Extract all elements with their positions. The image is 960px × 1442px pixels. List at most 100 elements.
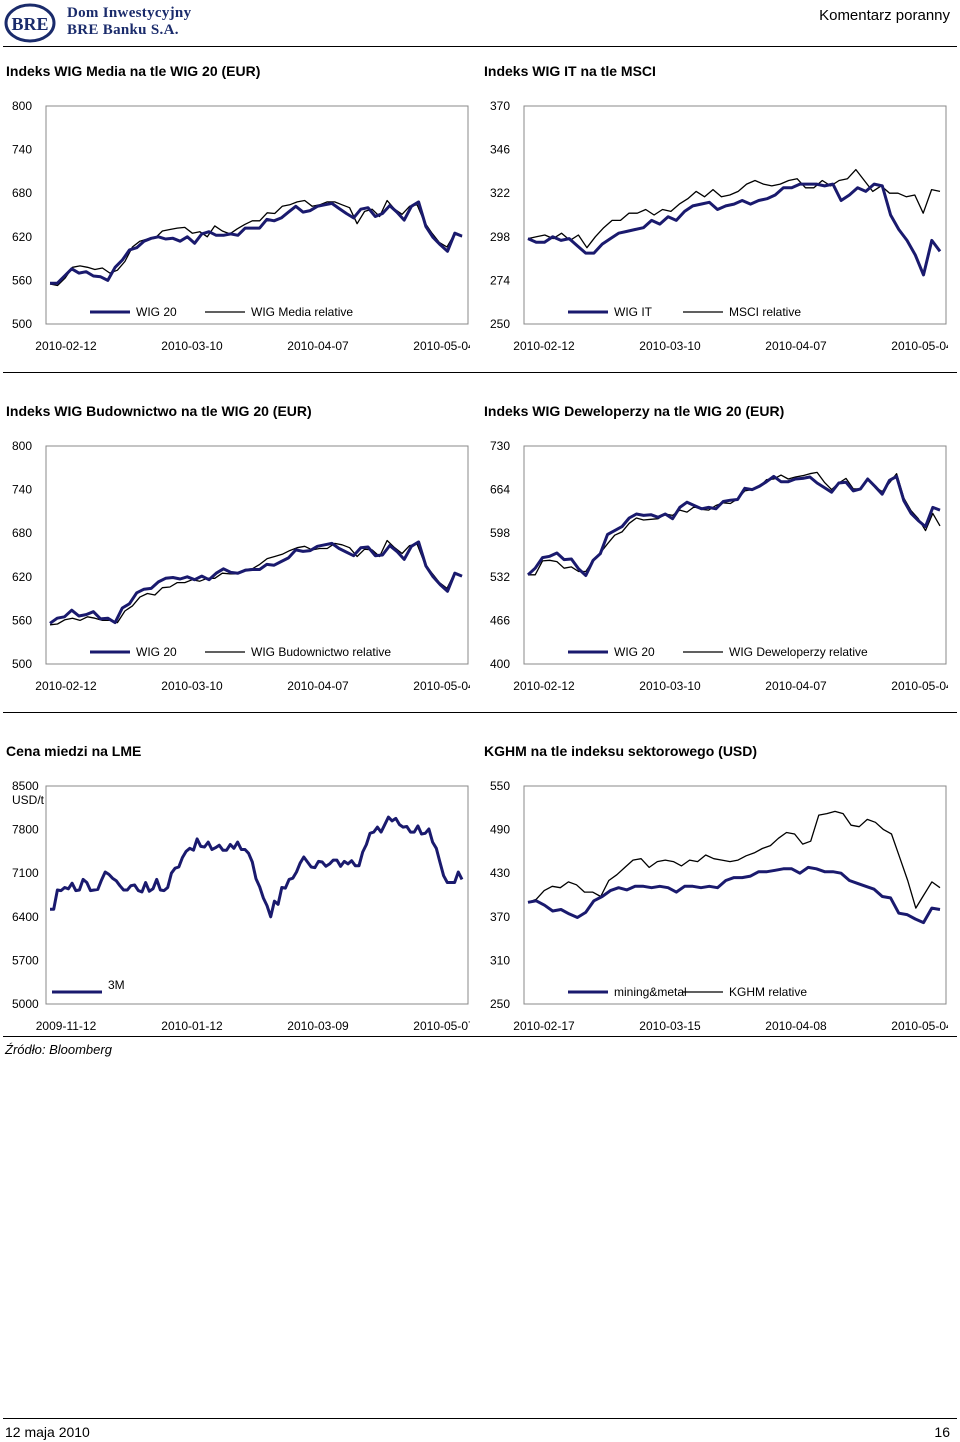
series-line (527, 168, 941, 249)
page-header: BRE Dom Inwestycyjny BRE Banku S.A. Kome… (0, 0, 960, 44)
y-tick-label: 680 (12, 186, 32, 200)
chart-copper-lme: 8500 7800 7100 6400 5700 5000 USD/t 2009-11-12 2… (12, 779, 470, 1033)
series-line (526, 474, 941, 577)
source-note: Źródło: Bloomberg (5, 1042, 112, 1057)
x-tick-label: 2010-03-10 (161, 339, 223, 353)
legend-label: MSCI relative (729, 305, 801, 319)
legend-label: mining&metal (614, 985, 687, 999)
series-line (49, 539, 463, 626)
y-tick-label: 310 (490, 953, 510, 967)
y-tick-label: 250 (490, 317, 510, 331)
legend-label: 3M (108, 978, 125, 992)
x-tick-label: 2010-04-07 (765, 679, 827, 693)
row-divider (3, 372, 957, 373)
y-tick-label: 500 (12, 317, 32, 331)
chart-title: Cena miedzi na LME (6, 743, 142, 759)
legend-label: WIG 20 (136, 645, 177, 659)
y-tick-label: 8500 (12, 779, 39, 793)
legend-label: WIG 20 (614, 645, 655, 659)
chart-panel-wig-it: Indeks WIG IT na tle MSCI 370 346 322 298 27… (478, 60, 948, 390)
y-tick-label: 560 (12, 613, 32, 627)
y-tick-label: 620 (12, 570, 32, 584)
legend-label: WIG Media relative (251, 305, 353, 319)
x-tick-label: 2010-01-12 (161, 1019, 223, 1033)
plot-frame (523, 785, 947, 1005)
y-axis-unit-label: USD/t (12, 793, 45, 807)
y-tick-label: 370 (490, 99, 510, 113)
page-number: 16 (934, 1424, 950, 1440)
legend-label: WIG 20 (136, 305, 177, 319)
x-tick-label: 2010-03-15 (639, 1019, 701, 1033)
legend-label: WIG IT (614, 305, 653, 319)
plot-frame (523, 105, 947, 325)
x-tick-label: 2010-05-04 (413, 339, 470, 353)
x-tick-label: 2010-03-10 (639, 339, 701, 353)
y-tick-label: 400 (490, 657, 510, 671)
y-tick-label: 430 (490, 866, 510, 880)
y-tick-label: 5000 (12, 997, 39, 1011)
legend-label: KGHM relative (729, 985, 807, 999)
y-tick-label: 532 (490, 570, 510, 584)
y-tick-label: 664 (490, 483, 510, 497)
x-tick-label: 2010-02-12 (513, 339, 575, 353)
brand-name-line2: BRE Banku S.A. (67, 22, 179, 38)
y-tick-label: 322 (490, 186, 510, 200)
x-tick-label: 2010-05-04 (891, 339, 948, 353)
legend-label: WIG Deweloperzy relative (729, 645, 868, 659)
x-tick-label: 2010-02-12 (35, 679, 97, 693)
y-tick-label: 6400 (12, 910, 39, 924)
series-line (49, 540, 463, 625)
y-tick-label: 800 (12, 439, 32, 453)
chart-panel-wig-media: Indeks WIG Media na tle WIG 20 (EUR) 800… (0, 60, 470, 390)
series-line (50, 200, 463, 285)
y-tick-label: 7800 (12, 823, 39, 837)
chart-title: Indeks WIG Media na tle WIG 20 (EUR) (6, 63, 261, 79)
bre-logo-icon: BRE (4, 3, 56, 43)
legend-label: WIG Budownictwo relative (251, 645, 391, 659)
y-tick-label: 800 (12, 99, 32, 113)
y-tick-label: 500 (12, 657, 32, 671)
x-tick-label: 2010-05-04 (891, 679, 948, 693)
x-tick-label: 2010-03-10 (639, 679, 701, 693)
x-tick-label: 2010-05-04 (891, 1019, 948, 1033)
y-tick-label: 740 (12, 483, 32, 497)
footer-divider (3, 1418, 957, 1419)
y-tick-label: 5700 (12, 953, 39, 967)
x-tick-label: 2010-02-17 (513, 1019, 575, 1033)
y-tick-label: 370 (490, 910, 510, 924)
y-tick-label: 550 (490, 779, 510, 793)
chart-title: Indeks WIG IT na tle MSCI (484, 63, 656, 79)
series-line (50, 815, 464, 919)
x-tick-label: 2010-03-09 (287, 1019, 349, 1033)
x-tick-label: 2010-04-07 (287, 339, 349, 353)
chart-panel-wig-deweloperzy: Indeks WIG Deweloperzy na tle WIG 20 (EU… (478, 400, 948, 730)
y-tick-label: 598 (490, 526, 510, 540)
y-tick-label: 274 (490, 273, 510, 287)
logo-text: BRE (11, 14, 48, 34)
y-tick-label: 740 (12, 143, 32, 157)
chart-panel-wig-budownictwo: Indeks WIG Budownictwo na tle WIG 20 (EU… (0, 400, 470, 730)
y-tick-label: 7100 (12, 866, 39, 880)
document-type: Komentarz poranny (819, 7, 950, 24)
x-tick-label: 2010-04-07 (287, 679, 349, 693)
row-divider (3, 1036, 957, 1037)
y-tick-label: 466 (490, 613, 510, 627)
chart-panel-copper-lme: Cena miedzi na LME 8500 7800 7100 6400 5700 5… (0, 740, 470, 1070)
y-tick-label: 560 (12, 273, 32, 287)
x-tick-label: 2010-02-12 (35, 339, 97, 353)
chart-title: Indeks WIG Deweloperzy na tle WIG 20 (EU… (484, 403, 785, 419)
y-tick-label: 298 (490, 230, 510, 244)
header-divider (3, 46, 957, 47)
x-tick-label: 2010-03-10 (161, 679, 223, 693)
chart-title: KGHM na tle indeksu sektorowego (USD) (484, 743, 758, 759)
y-tick-label: 620 (12, 230, 32, 244)
plot-frame (523, 445, 947, 665)
x-tick-label: 2010-04-07 (765, 339, 827, 353)
x-tick-label: 2010-05-07 (413, 1019, 470, 1033)
footer-date: 12 maja 2010 (5, 1424, 90, 1440)
